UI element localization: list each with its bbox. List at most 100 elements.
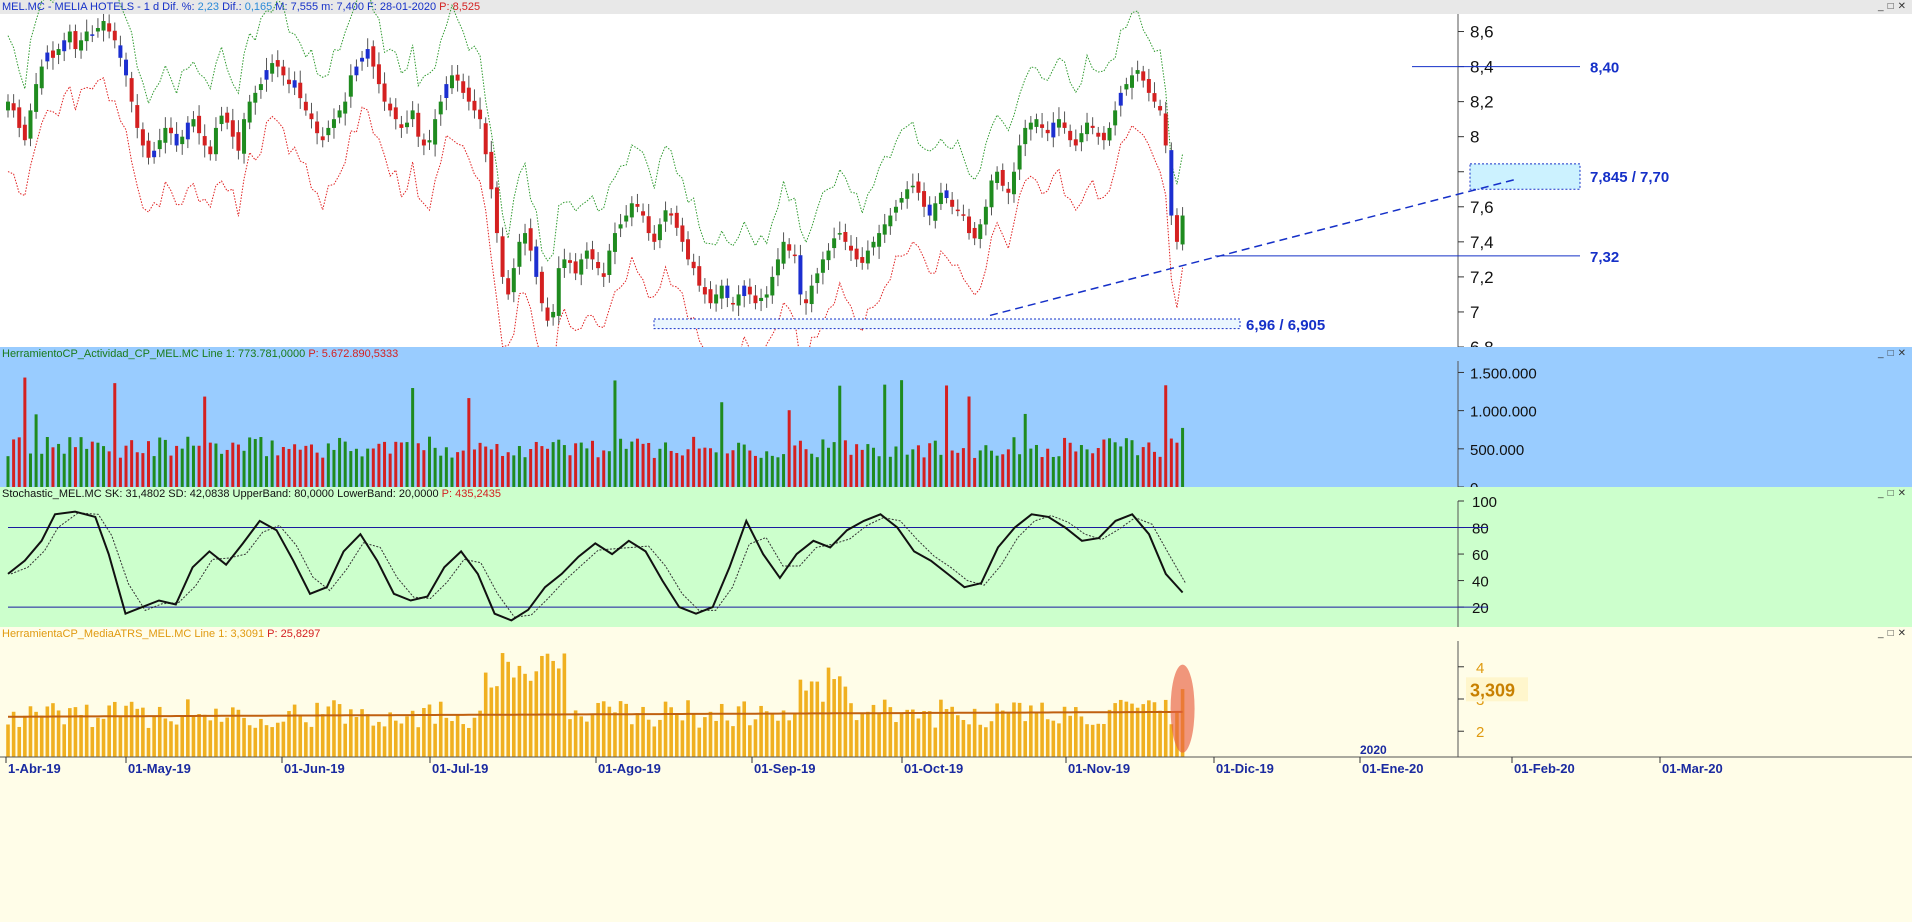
candle-body	[67, 31, 72, 43]
volume-bar	[984, 445, 988, 487]
volume-pane-window-buttons[interactable]: _□✕	[1878, 348, 1910, 359]
atr-bar	[45, 706, 50, 757]
atr-bar	[1045, 719, 1050, 757]
volume-bar	[484, 446, 488, 487]
price-pane-window-buttons[interactable]: _□✕	[1878, 1, 1910, 12]
stochastic-ytick-label: 20	[1472, 600, 1489, 617]
candle-body	[157, 140, 162, 150]
candle-body	[399, 124, 404, 128]
atr-bar	[62, 724, 66, 757]
candle-body	[371, 46, 376, 67]
atr-bar	[214, 708, 218, 757]
volume-bar	[23, 377, 27, 487]
candle-body	[747, 286, 752, 295]
volume-bar	[782, 454, 786, 487]
atr-bar	[607, 706, 612, 757]
atr-pane[interactable]: HerramientaCP_MediaATRS_MEL.MC Line 1: 3…	[0, 627, 1912, 922]
stochastic-pane-title: Stochastic_MEL.MC SK: 31,4802 SD: 42,083…	[0, 487, 1912, 501]
atr-bar	[405, 716, 409, 757]
atr-bar	[967, 724, 971, 757]
candle-body	[596, 261, 601, 269]
candle-body	[264, 70, 269, 80]
atr-bar	[764, 711, 769, 757]
price-chart[interactable]: 8,68,48,287,87,67,47,276,88,407,845 / 7,…	[0, 0, 1912, 347]
atr-bar	[641, 706, 645, 757]
atr-bar	[1057, 723, 1061, 757]
volume-bar	[1152, 451, 1156, 487]
atr-bar	[152, 715, 156, 757]
atr-bar	[135, 708, 140, 757]
volume-bar	[1063, 437, 1067, 487]
candle-body	[792, 254, 797, 257]
volume-bar	[821, 439, 825, 487]
low-zone-box	[653, 318, 1241, 330]
atr-bar	[399, 723, 404, 757]
stochastic-pane[interactable]: Stochastic_MEL.MC SK: 31,4802 SD: 42,083…	[0, 487, 1912, 627]
candle-body	[191, 119, 196, 127]
candle-body	[719, 285, 724, 299]
volume-bar	[686, 449, 690, 487]
time-tick-label: 01-Ene-20	[1362, 761, 1423, 776]
atr-bar	[472, 717, 477, 757]
volume-bar	[827, 447, 831, 487]
atr-bar	[697, 727, 702, 757]
atr-bar	[911, 709, 915, 757]
volume-bar	[776, 457, 780, 487]
volume-bar	[1147, 442, 1151, 487]
volume-bar	[28, 453, 32, 487]
volume-bar	[130, 440, 134, 487]
volume-bar	[191, 445, 195, 487]
candle-body	[6, 101, 10, 111]
price-pane[interactable]: MEL.MC - MELIA HOTELS - 1 d Dif. %: 2,23…	[0, 0, 1912, 347]
volume-bar	[456, 452, 460, 487]
candle-body	[348, 75, 353, 97]
candle-body	[933, 203, 938, 221]
price-ytick-label: 7,6	[1470, 198, 1494, 217]
atr-bar	[1029, 705, 1033, 757]
atr-bar	[736, 706, 741, 757]
atr-bar	[455, 714, 460, 757]
atr-pane-window-buttons[interactable]: _□✕	[1878, 628, 1910, 639]
time-tick-label: 01-Mar-20	[1662, 761, 1723, 776]
candle-body	[455, 74, 460, 81]
atr-bar	[585, 721, 589, 757]
volume-chart[interactable]: 1.500.000 1.000.000 500.000 0	[0, 347, 1912, 487]
volume-bar	[579, 442, 583, 487]
candle-body	[1068, 130, 1073, 141]
candle-body	[635, 204, 640, 207]
volume-bar	[326, 443, 330, 487]
atr-bar	[1169, 724, 1174, 757]
candle-body	[11, 103, 16, 111]
volume-bar	[849, 454, 853, 487]
volume-bar	[512, 455, 516, 487]
volume-bar	[871, 447, 875, 487]
atr-ytick-label: 2	[1476, 724, 1484, 741]
volume-bar	[568, 455, 572, 487]
candle-body	[360, 57, 365, 62]
candle-body	[489, 151, 494, 190]
atr-chart[interactable]: 4323,3091-Abr-1901-May-1901-Jun-1901-Jul…	[0, 627, 1912, 922]
stochastic-chart[interactable]: 100 80 60 40 20	[0, 487, 1912, 627]
atr-bar	[259, 718, 263, 757]
atr-bar	[815, 681, 820, 757]
price-ytick-label: 8,6	[1470, 23, 1494, 42]
volume-bar	[860, 449, 864, 487]
volume-bar	[1102, 439, 1106, 487]
atr-bar	[922, 711, 926, 757]
stochastic-pane-window-buttons[interactable]: _□✕	[1878, 488, 1910, 499]
candle-body	[292, 80, 297, 88]
volume-bar	[737, 442, 741, 487]
atr-bar	[84, 704, 89, 757]
candle-body	[95, 28, 100, 32]
candle-body	[854, 248, 859, 260]
volume-ytick-label: 1.000.000	[1470, 404, 1537, 421]
volume-bar	[1040, 457, 1044, 487]
atr-bar	[225, 717, 229, 757]
time-tick-label: 01-Sep-19	[754, 761, 815, 776]
volume-bar	[619, 438, 623, 487]
candle-body	[258, 84, 263, 91]
atr-bar	[304, 722, 308, 757]
price-dif-pct: 2,23	[197, 1, 220, 13]
atr-bar	[618, 701, 623, 757]
volume-pane[interactable]: HerramientoCP_Actividad_CP_MEL.MC Line 1…	[0, 347, 1912, 487]
